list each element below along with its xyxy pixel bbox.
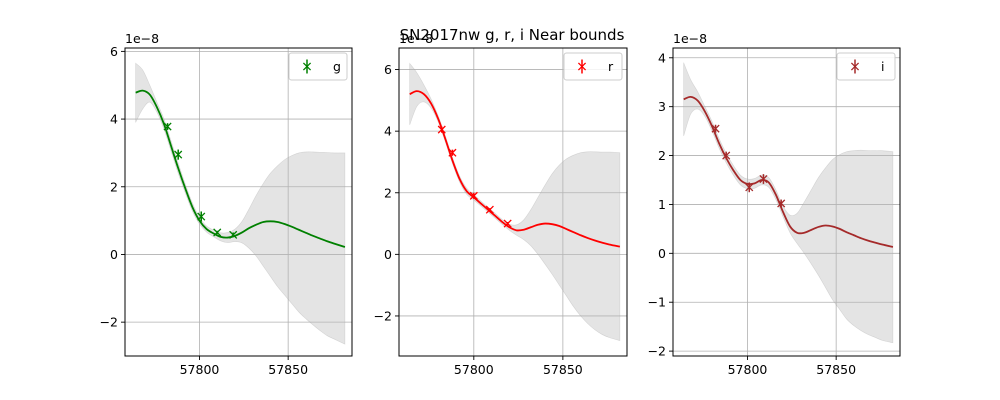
y-offset-label: 1e−8 bbox=[125, 31, 159, 46]
observation-point bbox=[213, 228, 222, 237]
confidence-band-g bbox=[135, 62, 346, 345]
y-offset-label: 1e−8 bbox=[399, 31, 433, 46]
x-tick-label: 57850 bbox=[816, 362, 856, 377]
x-tick-label: 57800 bbox=[728, 362, 768, 377]
observation-point bbox=[722, 151, 731, 160]
axes-frame bbox=[672, 47, 901, 357]
y-tick-label: −1 bbox=[648, 295, 666, 310]
legend-marker bbox=[302, 59, 312, 74]
gp-mean-line-r bbox=[409, 90, 621, 248]
subplot-g: 57800 57850 −2 0 2 4 6 1e−8 g bbox=[100, 31, 353, 377]
y-tick-label: −2 bbox=[648, 344, 666, 359]
legend: g bbox=[288, 52, 348, 81]
x-tick-label: 57800 bbox=[454, 362, 494, 377]
y-tick-label: 0 bbox=[110, 247, 118, 262]
plot-area bbox=[399, 48, 627, 356]
observation-point bbox=[197, 211, 206, 222]
plot-area bbox=[125, 48, 352, 356]
y-tick-label: 1 bbox=[658, 197, 666, 212]
y-tick-label: 4 bbox=[658, 50, 666, 65]
confidence-band-i bbox=[683, 62, 894, 344]
y-tick-label: 2 bbox=[110, 179, 118, 194]
plot-contents bbox=[135, 62, 346, 345]
legend: i bbox=[836, 52, 896, 81]
gp-mean-line-i bbox=[683, 95, 894, 248]
observation-point bbox=[448, 148, 457, 157]
observation-point bbox=[469, 191, 478, 200]
axes-frame bbox=[398, 47, 628, 357]
subplot-r: 57800 57850 −2 0 2 4 6 1e−8 r bbox=[374, 31, 628, 377]
y-tick-label: 2 bbox=[384, 185, 392, 200]
observation-point bbox=[485, 205, 494, 214]
observation-point bbox=[745, 182, 754, 193]
axes-frame bbox=[124, 47, 353, 357]
y-tick-label: 3 bbox=[658, 99, 666, 114]
y-tick-label: 4 bbox=[110, 112, 118, 127]
y-tick-label: 0 bbox=[384, 247, 392, 262]
legend-marker bbox=[577, 59, 587, 74]
observation-point bbox=[163, 122, 172, 131]
plot-contents bbox=[409, 62, 621, 341]
y-tick-label: 4 bbox=[384, 124, 392, 139]
y-tick-label: 2 bbox=[658, 148, 666, 163]
y-offset-label: 1e−8 bbox=[673, 31, 707, 46]
legend-marker bbox=[850, 59, 860, 74]
y-tick-label: 6 bbox=[110, 44, 118, 59]
legend: r bbox=[563, 52, 623, 81]
gp-mean-line-g bbox=[135, 89, 346, 248]
x-tick-label: 57850 bbox=[268, 362, 308, 377]
y-tick-label: 6 bbox=[384, 62, 392, 77]
legend-label: r bbox=[608, 59, 614, 74]
observation-point bbox=[174, 149, 183, 160]
observation-point bbox=[503, 219, 512, 228]
observation-point bbox=[759, 174, 768, 184]
plot-area bbox=[673, 48, 900, 356]
y-tick-label: 0 bbox=[658, 246, 666, 261]
observation-point bbox=[777, 199, 786, 208]
plot-contents bbox=[683, 62, 894, 344]
legend-label: g bbox=[333, 59, 341, 74]
confidence-band-r bbox=[409, 62, 621, 341]
observation-point bbox=[711, 124, 720, 133]
subplot-i: 57800 57850 −2 −1 0 1 2 3 4 1e−8 i bbox=[648, 31, 901, 377]
y-tick-label: −2 bbox=[374, 308, 392, 323]
y-tick-label: −2 bbox=[100, 315, 118, 330]
figure-title: SN2017nw g, r, i Near bounds bbox=[400, 26, 625, 44]
x-tick-label: 57850 bbox=[543, 362, 583, 377]
legend-label: i bbox=[881, 59, 884, 74]
x-tick-label: 57800 bbox=[180, 362, 220, 377]
observation-point bbox=[229, 230, 238, 239]
observation-point bbox=[437, 125, 446, 134]
